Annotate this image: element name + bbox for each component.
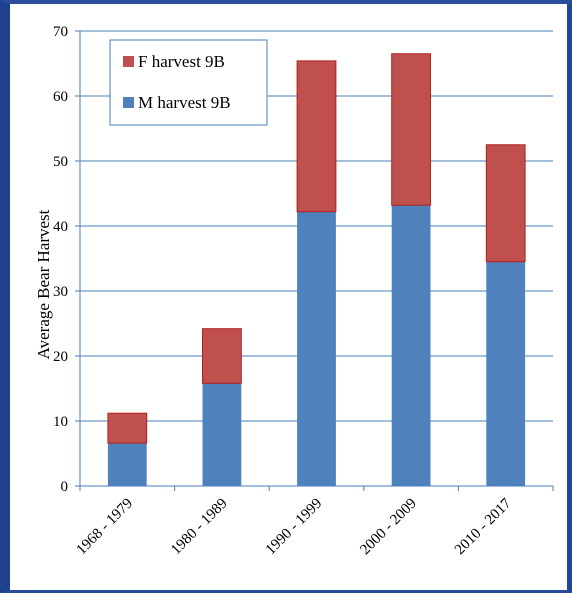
x-tick-label: 1990 - 1999 bbox=[263, 496, 326, 559]
y-tick-label: 60 bbox=[53, 89, 68, 105]
legend-swatch bbox=[123, 56, 134, 67]
x-tick-label: 2000 - 2009 bbox=[357, 496, 420, 559]
legend: F harvest 9B M harvest 9B bbox=[109, 39, 268, 126]
bar-segment bbox=[202, 383, 242, 486]
legend-label: M harvest 9B bbox=[138, 93, 231, 112]
bar-segment bbox=[202, 328, 242, 384]
x-tick-label: 1968 - 1979 bbox=[74, 496, 137, 559]
y-tick-label: 50 bbox=[53, 154, 68, 170]
legend-box bbox=[109, 39, 268, 126]
y-axis-label: Average Bear Harvest bbox=[34, 209, 53, 359]
bar-segment bbox=[296, 60, 337, 213]
bar-segment bbox=[297, 211, 336, 486]
bar-segment bbox=[485, 144, 526, 263]
x-tick-label: 2010 - 2017 bbox=[452, 495, 515, 558]
y-tick-label: 10 bbox=[53, 414, 68, 430]
y-tick-label: 70 bbox=[53, 24, 68, 40]
x-tick-label: 1980 - 1989 bbox=[168, 496, 231, 559]
y-tick-label: 20 bbox=[53, 349, 68, 365]
legend-label: F harvest 9B bbox=[138, 52, 225, 71]
legend-swatch bbox=[123, 97, 134, 108]
bar-segment bbox=[391, 53, 431, 206]
y-tick-label: 30 bbox=[53, 284, 68, 300]
bar-segment bbox=[486, 261, 526, 486]
bar-segment bbox=[391, 205, 431, 486]
bar-segment bbox=[107, 443, 147, 486]
bar-segment bbox=[107, 412, 148, 444]
y-tick-label: 0 bbox=[61, 479, 69, 495]
y-tick-label: 40 bbox=[53, 219, 68, 235]
